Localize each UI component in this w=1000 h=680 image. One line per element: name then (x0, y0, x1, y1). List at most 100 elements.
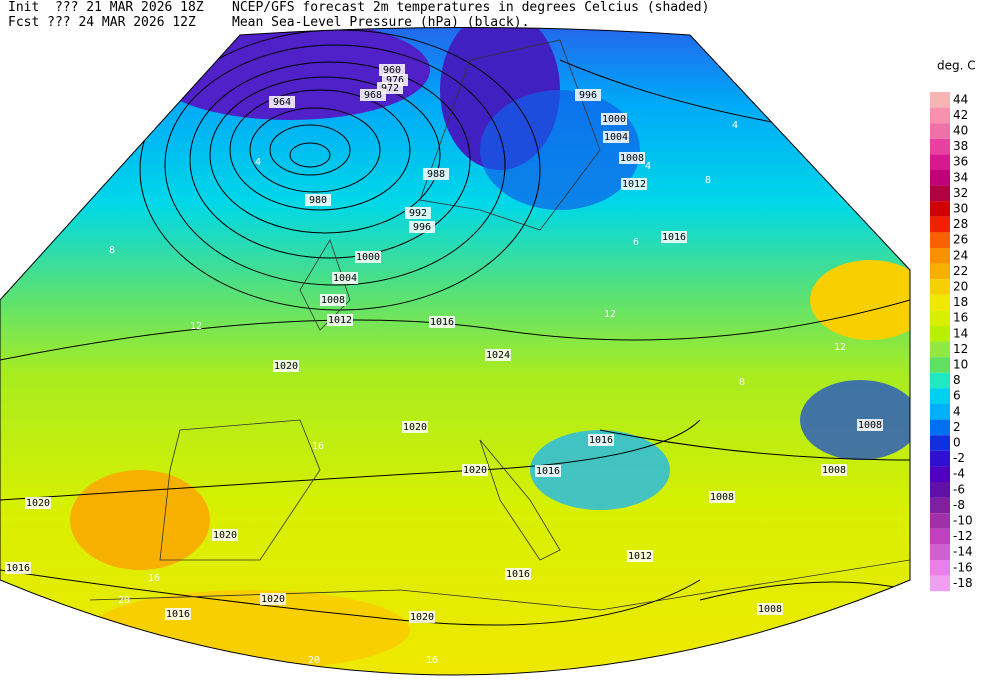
isobar-label: 1016 (430, 317, 454, 328)
legend-swatch (930, 435, 950, 451)
isobar-label: 1008 (321, 295, 345, 306)
isobar-label: 1020 (26, 498, 50, 509)
legend-label: 16 (953, 311, 968, 325)
label-box (5, 562, 31, 574)
legend-swatch (930, 279, 950, 295)
legend-swatch (930, 138, 950, 155)
isobar-label: 1008 (822, 465, 846, 476)
isobar-label: 996 (579, 90, 597, 101)
isobar-label: 1016 (6, 563, 30, 574)
isobar-label: 996 (413, 222, 431, 233)
temperature-label: 16 (312, 441, 324, 452)
isobar-label: 1000 (602, 114, 626, 125)
label-box (273, 360, 299, 372)
temperature-label: 16 (426, 655, 438, 666)
isobar-label: 1008 (620, 153, 644, 164)
temperature-label: 20 (118, 595, 130, 606)
legend-label: 26 (953, 233, 968, 247)
legend-label: 30 (953, 202, 968, 216)
label-box (25, 497, 51, 509)
legend-label: 34 (953, 170, 968, 184)
legend-label: 40 (953, 124, 968, 138)
isobar-label: 1012 (328, 315, 352, 326)
label-box (462, 464, 488, 476)
label-box (379, 64, 405, 76)
legend-swatch (930, 372, 950, 389)
legend-swatch (930, 544, 950, 560)
isobar-label: 972 (381, 83, 399, 94)
legend-swatch (930, 170, 950, 186)
coastlines (89, 39, 910, 611)
label-box (269, 96, 295, 108)
isobar-label: 964 (273, 97, 291, 108)
legend-swatch (930, 326, 950, 342)
legend-swatch (930, 216, 950, 233)
legend-label: 24 (953, 248, 968, 262)
label-box (505, 568, 531, 580)
legend-label: -4 (953, 467, 965, 481)
legend-label: 0 (953, 436, 961, 450)
label-box (260, 593, 286, 605)
title: NCEP/GFS forecast 2m temperatures in deg… (232, 0, 709, 15)
legend-label: 14 (953, 326, 968, 340)
legend-label: 22 (953, 264, 968, 278)
label-box (857, 419, 883, 431)
legend-swatch (930, 357, 950, 373)
isobar-label: 968 (364, 90, 382, 101)
label-box (320, 294, 346, 306)
legend-swatch (930, 107, 950, 124)
map (0, 27, 910, 675)
temperature-label: 12 (834, 342, 846, 353)
isobar-label: 960 (383, 65, 401, 76)
legend-label: 12 (953, 342, 968, 356)
legend-label: 18 (953, 295, 968, 309)
label-box (588, 434, 614, 446)
temperature-label: 8 (739, 377, 745, 388)
legend-swatch (930, 528, 950, 545)
legend-swatch (930, 466, 950, 482)
map-frame (0, 27, 911, 676)
temperature-label: 12 (190, 321, 202, 332)
isobar-label: 1008 (858, 420, 882, 431)
legend-swatch (930, 123, 950, 139)
legend-swatch (930, 92, 950, 108)
isobar-label: 980 (309, 195, 327, 206)
label-box (757, 603, 783, 615)
temperature-label: 4 (645, 161, 651, 172)
isobar-label: 1016 (536, 466, 560, 477)
legend-swatch (930, 482, 950, 498)
warm-area (810, 260, 910, 340)
label-box (603, 131, 629, 143)
legend-label: 44 (953, 92, 968, 106)
temperature-label: 6 (633, 237, 639, 248)
isobar-label: 1004 (333, 273, 357, 284)
isobar-label: 1004 (604, 132, 628, 143)
legend-swatch (930, 310, 950, 326)
legend: 4442403836343230282624222018161412108642… (930, 92, 973, 592)
isobar-label: 1020 (213, 530, 237, 541)
init-time: Init ??? 21 MAR 2026 18Z (8, 0, 204, 15)
legend-label: 28 (953, 217, 968, 231)
legend-swatch (930, 154, 950, 170)
label-box (429, 316, 455, 328)
isobar-label: 1016 (662, 232, 686, 243)
label-box (601, 113, 627, 125)
isobar-label: 1012 (628, 551, 652, 562)
label-box (409, 611, 435, 623)
legend-label: 42 (953, 108, 968, 122)
temperature-label: 20 (308, 655, 320, 666)
cold-area (480, 90, 640, 210)
isobar-label: 1020 (261, 594, 285, 605)
isobar-label: 1020 (274, 361, 298, 372)
legend-label: 36 (953, 155, 968, 169)
label-box (402, 421, 428, 433)
legend-label: 6 (953, 389, 961, 403)
temperature-label: 12 (604, 309, 616, 320)
legend-swatch (930, 341, 950, 358)
label-box (305, 194, 331, 206)
legend-swatch (930, 497, 950, 514)
legend-label: -6 (953, 482, 965, 496)
isobar-label: 1012 (622, 179, 646, 190)
label-box (619, 152, 645, 164)
